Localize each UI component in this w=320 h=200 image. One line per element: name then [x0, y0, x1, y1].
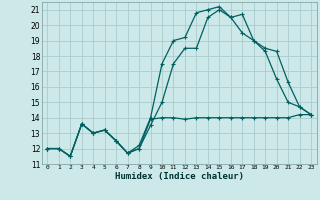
- X-axis label: Humidex (Indice chaleur): Humidex (Indice chaleur): [115, 172, 244, 181]
